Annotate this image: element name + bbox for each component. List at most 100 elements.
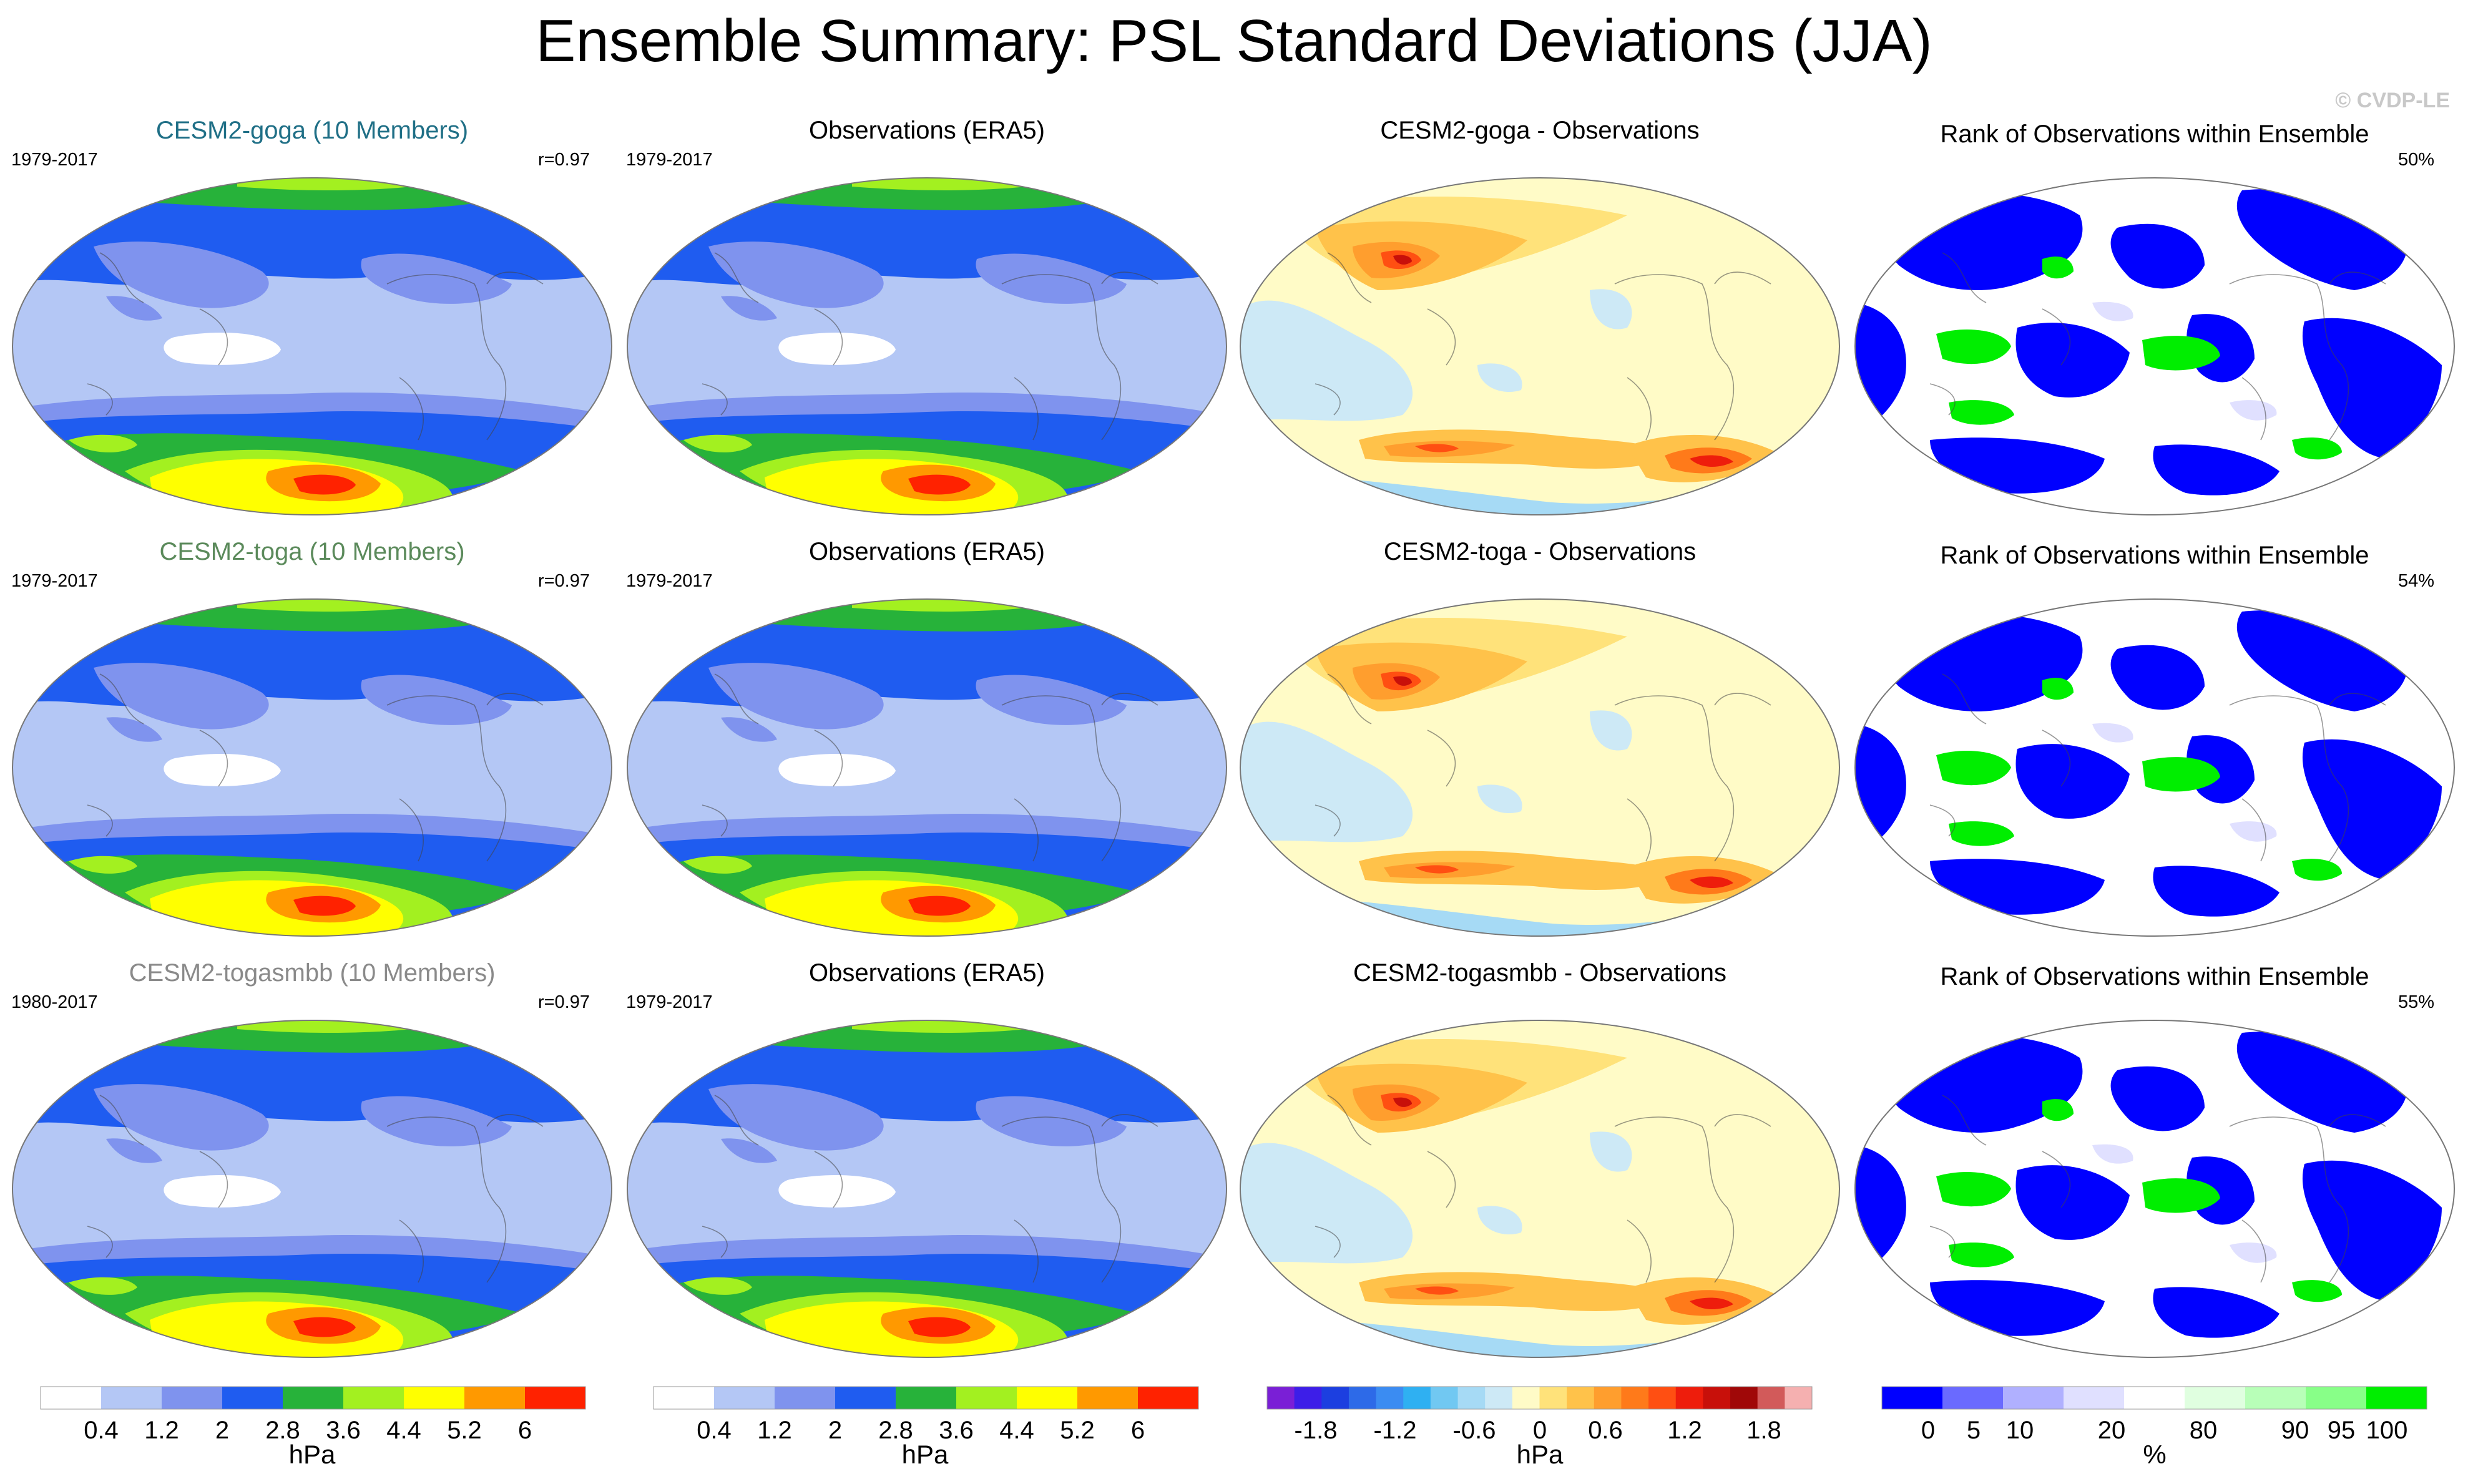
cb-tick: 2 bbox=[828, 1417, 842, 1444]
colorbar-box bbox=[162, 1387, 223, 1409]
panel-title-obs: Observations (ERA5) bbox=[809, 538, 1045, 565]
colorbar-box bbox=[1942, 1387, 2004, 1409]
cb-tick: 6 bbox=[1131, 1417, 1145, 1444]
cb-tick: 80 bbox=[2190, 1417, 2218, 1444]
colorbar-box bbox=[1757, 1387, 1785, 1409]
panel-years: 1980-2017 bbox=[11, 992, 98, 1012]
cb-tick: -1.2 bbox=[1374, 1417, 1417, 1444]
colorbar-box bbox=[1675, 1387, 1703, 1409]
row-3: CESM2-togasmbb (10 Members) 1980-2017 r=… bbox=[11, 959, 2454, 1362]
cb-tick: 3.6 bbox=[326, 1417, 361, 1444]
map-difference bbox=[1240, 599, 1839, 936]
colorbar-box bbox=[1730, 1387, 1758, 1409]
colorbar-box bbox=[1138, 1387, 1199, 1409]
colorbar-box bbox=[1539, 1387, 1567, 1409]
cb-tick: 1.2 bbox=[144, 1417, 179, 1444]
cb-tick: 1.8 bbox=[1746, 1417, 1781, 1444]
panel-title-obs: Observations (ERA5) bbox=[809, 959, 1045, 987]
colorbar-sd-model bbox=[40, 1386, 586, 1410]
cb-tick: -0.6 bbox=[1453, 1417, 1496, 1444]
colorbar-box bbox=[956, 1387, 1017, 1409]
cb-unit: hPa bbox=[289, 1440, 336, 1469]
map-model-sd bbox=[12, 178, 612, 520]
colorbar-rank bbox=[1881, 1386, 2427, 1410]
colorbar-rank-ticks: 0 5 10 20 80 90 95 100 % bbox=[1921, 1417, 2408, 1469]
panel-title-diff: CESM2-togasmbb - Observations bbox=[1353, 959, 1726, 987]
map-obs-sd bbox=[627, 1020, 1227, 1362]
copyright-label: © CVDP-LE bbox=[2335, 89, 2450, 112]
cb-tick: 0.6 bbox=[1588, 1417, 1623, 1444]
colorbar-box bbox=[41, 1387, 102, 1409]
colorbar-outline bbox=[1881, 1386, 2427, 1410]
colorbar-box bbox=[525, 1387, 586, 1409]
colorbar-box bbox=[2185, 1387, 2246, 1409]
panel-years: 1979-2017 bbox=[626, 150, 713, 170]
cb-unit: hPa bbox=[1517, 1440, 1564, 1469]
pattern-correlation: r=0.97 bbox=[538, 150, 590, 170]
colorbar-outline bbox=[40, 1386, 586, 1410]
panel-title-diff: CESM2-goga - Observations bbox=[1380, 117, 1699, 144]
rank-percent: 54% bbox=[2398, 571, 2434, 591]
colorbar-box bbox=[1376, 1387, 1404, 1409]
colorbar-box bbox=[896, 1387, 957, 1409]
cb-tick: 1.2 bbox=[757, 1417, 792, 1444]
colorbar-box bbox=[2003, 1387, 2064, 1409]
colorbar-box bbox=[1594, 1387, 1622, 1409]
cb-tick: 5 bbox=[1967, 1417, 1981, 1444]
panel-title-diff: CESM2-toga - Observations bbox=[1384, 538, 1696, 565]
rank-percent: 50% bbox=[2398, 150, 2434, 170]
cb-tick: 1.2 bbox=[1667, 1417, 1702, 1444]
colorbar-box bbox=[835, 1387, 896, 1409]
cb-tick: 0 bbox=[1921, 1417, 1935, 1444]
pattern-correlation: r=0.97 bbox=[538, 992, 590, 1012]
panel-title-model: CESM2-toga (10 Members) bbox=[159, 538, 464, 565]
panel-title-obs: Observations (ERA5) bbox=[809, 117, 1045, 144]
cb-tick: 0.4 bbox=[697, 1417, 732, 1444]
colorbar-box bbox=[714, 1387, 775, 1409]
panel-years: 1979-2017 bbox=[11, 571, 98, 591]
colorbar-outline bbox=[1266, 1386, 1813, 1410]
map-model-sd bbox=[12, 599, 612, 941]
colorbar-outline bbox=[653, 1386, 1199, 1410]
cb-tick: 2.8 bbox=[265, 1417, 300, 1444]
colorbar-box bbox=[2064, 1387, 2125, 1409]
colorbar-box bbox=[2124, 1387, 2185, 1409]
colorbar-box bbox=[1267, 1387, 1295, 1409]
colorbar-box bbox=[343, 1387, 404, 1409]
colorbar-box bbox=[1785, 1387, 1813, 1409]
colorbar-box bbox=[1567, 1387, 1595, 1409]
colorbar-sd-obs-ticks: 0.4 1.2 2 2.8 3.6 4.4 5.2 6 hPa bbox=[697, 1417, 1145, 1469]
colorbar-box bbox=[1430, 1387, 1459, 1409]
cb-tick: 3.6 bbox=[939, 1417, 974, 1444]
colorbar-box bbox=[775, 1387, 836, 1409]
cb-tick: 5.2 bbox=[447, 1417, 482, 1444]
panel-title-model: CESM2-togasmbb (10 Members) bbox=[129, 959, 496, 987]
cb-tick: -1.8 bbox=[1295, 1417, 1338, 1444]
cb-tick: 90 bbox=[2281, 1417, 2309, 1444]
colorbar-box bbox=[1485, 1387, 1513, 1409]
cb-tick: 5.2 bbox=[1060, 1417, 1095, 1444]
panel-years: 1979-2017 bbox=[11, 150, 98, 170]
colorbar-box bbox=[222, 1387, 283, 1409]
colorbar-box bbox=[404, 1387, 465, 1409]
colorbar-box bbox=[1457, 1387, 1486, 1409]
row-2: CESM2-toga (10 Members) 1979-2017 r=0.97… bbox=[11, 538, 2454, 941]
cb-unit: % bbox=[2143, 1440, 2166, 1469]
panel-title-rank: Rank of Observations within Ensemble bbox=[1941, 542, 2369, 569]
rank-percent: 55% bbox=[2398, 992, 2434, 1012]
colorbar-box bbox=[464, 1387, 526, 1409]
colorbar-sd-model-ticks: 0.4 1.2 2 2.8 3.6 4.4 5.2 6 hPa bbox=[84, 1417, 532, 1469]
colorbar-box bbox=[1512, 1387, 1540, 1409]
pattern-correlation: r=0.97 bbox=[538, 571, 590, 591]
colorbar-box bbox=[1621, 1387, 1649, 1409]
map-rank bbox=[1855, 178, 2454, 515]
colorbar-box bbox=[283, 1387, 344, 1409]
colorbar-box bbox=[2366, 1387, 2427, 1409]
colorbar-difference-ticks: -1.8 -1.2 -0.6 0 0.6 1.2 1.8 hPa bbox=[1295, 1417, 1781, 1469]
colorbar-box bbox=[1348, 1387, 1377, 1409]
cb-unit: hPa bbox=[902, 1440, 949, 1469]
map-difference bbox=[1240, 178, 1839, 515]
colorbar-box bbox=[1294, 1387, 1322, 1409]
cb-tick: 100 bbox=[2366, 1417, 2408, 1444]
panel-title-rank: Rank of Observations within Ensemble bbox=[1941, 120, 2369, 148]
